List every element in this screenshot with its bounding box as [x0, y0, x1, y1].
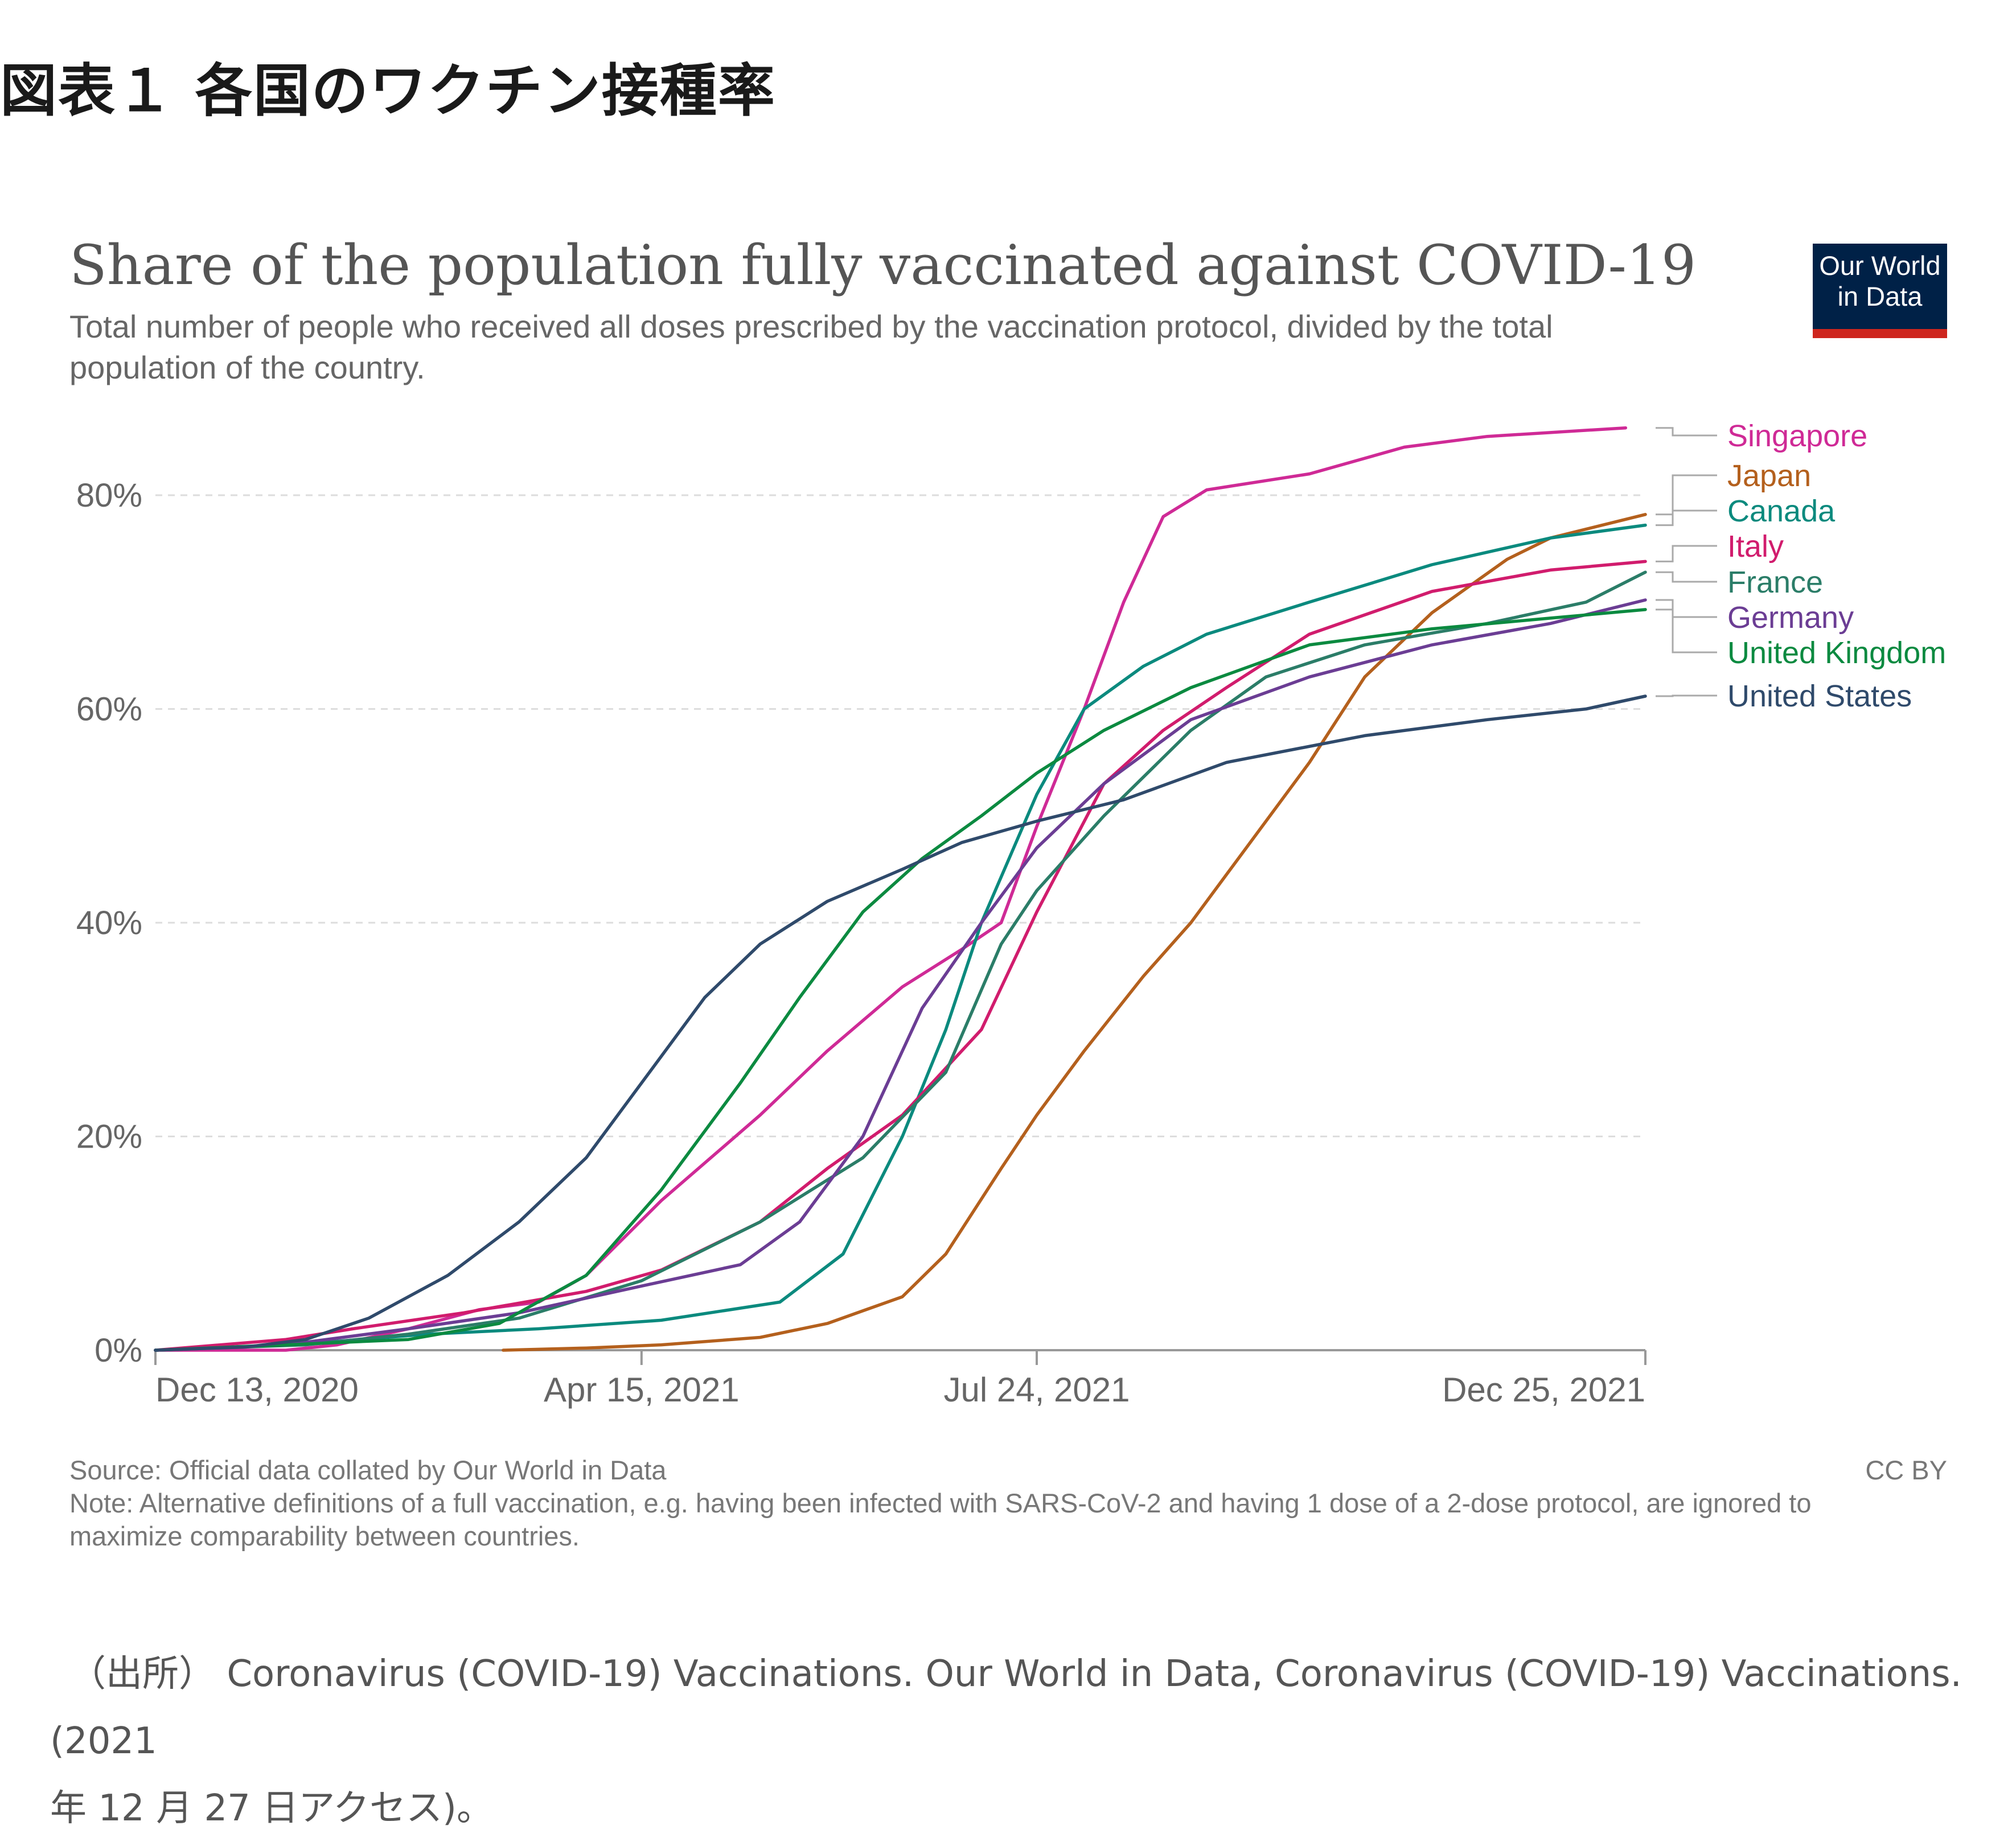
logo-line1: Our World	[1819, 250, 1941, 281]
y-tick-label: 20%	[76, 1119, 142, 1156]
label-connector	[1656, 509, 1717, 527]
series-label-germany[interactable]: Germany	[1727, 601, 1854, 635]
series-label-united-states[interactable]: United States	[1727, 679, 1912, 713]
label-connector	[1656, 545, 1717, 562]
series-label-japan[interactable]: Japan	[1727, 459, 1811, 493]
y-tick-label: 80%	[76, 477, 142, 514]
series-line-japan[interactable]	[502, 513, 1647, 1352]
logo-line2: in Data	[1837, 281, 1923, 311]
owid-logo[interactable]: Our World in Data	[1813, 244, 1947, 338]
x-tick-label: Dec 25, 2021	[1442, 1371, 1645, 1409]
label-connector	[1656, 599, 1717, 618]
series-line-italy[interactable]	[154, 560, 1647, 1352]
label-connector	[1656, 474, 1717, 516]
series-label-singapore[interactable]: Singapore	[1727, 419, 1867, 453]
chart-title: Share of the population fully vaccinated…	[69, 233, 1697, 297]
chart-note: Note: Alternative definitions of a full …	[69, 1488, 1812, 1551]
label-connector	[1656, 608, 1717, 653]
x-tick-label: Dec 13, 2020	[155, 1371, 359, 1409]
series-label-united-kingdom[interactable]: United Kingdom	[1727, 636, 1946, 670]
label-connector	[1656, 427, 1717, 437]
series-line-france[interactable]	[154, 570, 1647, 1352]
series-line-singapore[interactable]	[154, 426, 1628, 1352]
x-tick-label: Jul 24, 2021	[944, 1371, 1130, 1409]
legend-labels: SingaporeJapanCanadaItalyFranceGermanyUn…	[1656, 419, 1946, 713]
series-label-france[interactable]: France	[1727, 565, 1823, 599]
citation: （出所） Coronavirus (COVID-19) Vaccinations…	[50, 1640, 2016, 1842]
citation-line2: 年 12 月 27 日アクセス)。	[50, 1787, 494, 1829]
series-line-united-states[interactable]	[154, 694, 1647, 1352]
label-connector	[1656, 571, 1717, 583]
series-label-italy[interactable]: Italy	[1727, 529, 1784, 564]
x-axis: Dec 13, 2020 Apr 15, 2021 Jul 24, 2021 Dec …	[154, 1349, 1647, 1409]
chart-source: Source: Official data collated by Our Wo…	[69, 1455, 667, 1485]
grid-lines	[155, 494, 1645, 1137]
y-axis: 0% 20% 40% 60% 80%	[76, 477, 142, 1369]
series-line-united-kingdom[interactable]	[154, 608, 1647, 1352]
chart-subtitle: Total number of people who received all …	[69, 309, 1553, 385]
figure-title: 図表１ 各国のワクチン接種率	[0, 57, 776, 124]
line-chart: 0% 20% 40% 60% 80% Dec 13, 2020 Apr 15, 2021 J…	[76, 419, 1946, 1409]
series-line-germany[interactable]	[154, 598, 1647, 1352]
y-tick-label: 0%	[95, 1332, 142, 1369]
citation-line1: （出所） Coronavirus (COVID-19) Vaccinations…	[50, 1653, 1962, 1762]
y-tick-label: 60%	[76, 691, 142, 728]
series-line-canada[interactable]	[154, 523, 1647, 1352]
license-link[interactable]: CC BY	[1865, 1455, 1947, 1485]
y-tick-label: 40%	[76, 904, 142, 941]
series-label-canada[interactable]: Canada	[1727, 494, 1836, 528]
series-lines	[154, 426, 1647, 1352]
x-tick-label: Apr 15, 2021	[544, 1371, 740, 1409]
